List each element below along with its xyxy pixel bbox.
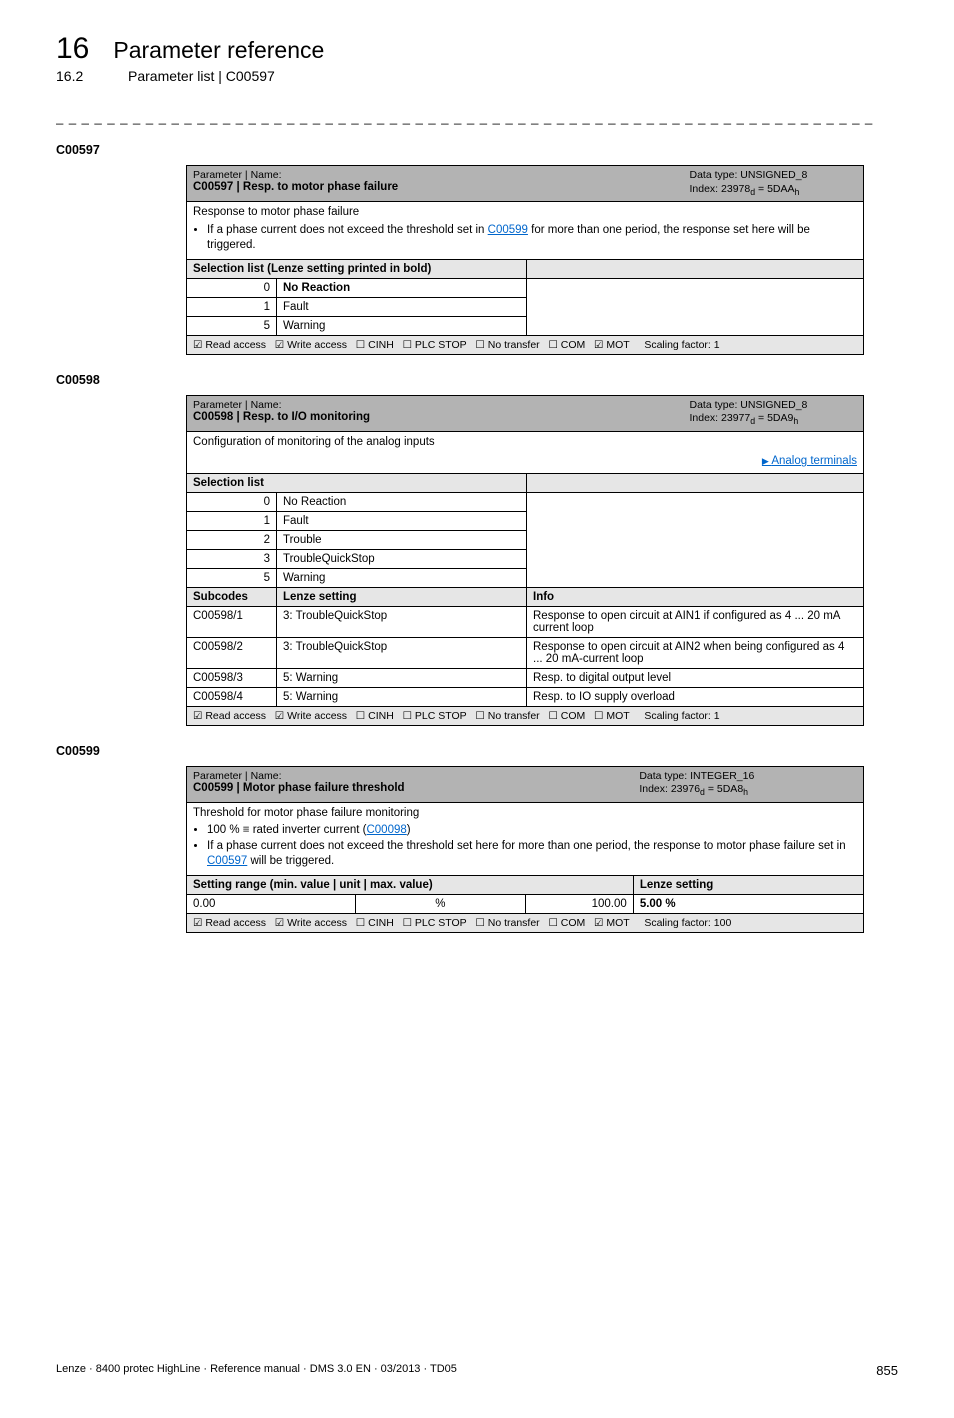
subcode-info: Response to open circuit at AIN2 when be… xyxy=(527,637,864,668)
param-code: C00599 | xyxy=(193,782,240,794)
subcode-info: Resp. to IO supply overload xyxy=(527,687,864,706)
subcode-set: 5: Warning xyxy=(277,668,527,687)
range-default: 5.00 % xyxy=(633,894,863,913)
opt-num: 3 xyxy=(187,549,277,568)
selection-list-header: Selection list (Lenze setting printed in… xyxy=(187,259,527,278)
opt-num: 0 xyxy=(187,278,277,297)
setting-range-header: Setting range (min. value | unit | max. … xyxy=(187,875,634,894)
desc-bullet: If a phase current does not exceed the t… xyxy=(207,223,857,254)
lenze-setting-header: Lenze setting xyxy=(277,587,527,606)
subcode: C00598/2 xyxy=(187,637,277,668)
link-c00098[interactable]: C00098 xyxy=(366,824,406,836)
subcode-set: 3: TroubleQuickStop xyxy=(277,637,527,668)
subcode-set: 3: TroubleQuickStop xyxy=(277,606,527,637)
opt-label: Fault xyxy=(277,297,527,316)
access-row: ☑ Read access ☑ Write access ☐ CINH ☐ PL… xyxy=(187,706,864,725)
subcode-info: Resp. to digital output level xyxy=(527,668,864,687)
section-c00598: C00598 xyxy=(56,373,898,387)
data-type-value: UNSIGNED_8 xyxy=(740,169,807,181)
opt-num: 5 xyxy=(187,316,277,335)
desc-bullet: If a phase current does not exceed the t… xyxy=(207,839,857,870)
opt-num: 2 xyxy=(187,530,277,549)
table-c00598: Parameter | Name: C00598 | Resp. to I/O … xyxy=(186,395,864,726)
opt-num: 5 xyxy=(187,568,277,587)
index-value2: = 5DAA xyxy=(755,183,794,195)
desc-line: Response to motor phase failure xyxy=(193,206,359,218)
index-sub2: h xyxy=(795,187,800,197)
access-row: ☑ Read access ☑ Write access ☐ CINH ☐ PL… xyxy=(187,913,864,932)
subcode: C00598/4 xyxy=(187,687,277,706)
info-header: Info xyxy=(527,587,864,606)
opt-num: 1 xyxy=(187,511,277,530)
subcode: C00598/3 xyxy=(187,668,277,687)
param-name: Motor phase failure threshold xyxy=(243,782,405,794)
lenze-setting-header: Lenze setting xyxy=(633,875,863,894)
footer-text: Lenze · 8400 protec HighLine · Reference… xyxy=(56,1363,457,1378)
desc-line: Configuration of monitoring of the analo… xyxy=(193,436,435,448)
selection-list-header: Selection list xyxy=(187,473,527,492)
subcode-info: Response to open circuit at AIN1 if conf… xyxy=(527,606,864,637)
param-name-label: Parameter | Name: xyxy=(193,770,282,782)
opt-label: Warning xyxy=(277,568,527,587)
desc-line: Threshold for motor phase failure monito… xyxy=(193,807,419,819)
section-c00597: C00597 xyxy=(56,143,898,157)
section-title: Parameter list | C00597 xyxy=(128,68,275,84)
access-row: ☑ Read access ☑ Write access ☐ CINH ☐ PL… xyxy=(187,335,864,354)
link-analog-terminals[interactable]: Analog terminals xyxy=(762,455,857,467)
link-c00597[interactable]: C00597 xyxy=(207,855,247,867)
param-name-label: Parameter | Name: xyxy=(193,399,282,411)
page-number: 855 xyxy=(876,1363,898,1378)
separator-dashes: _ _ _ _ _ _ _ _ _ _ _ _ _ _ _ _ _ _ _ _ … xyxy=(56,110,898,125)
opt-label: No Reaction xyxy=(277,492,527,511)
range-min: 0.00 xyxy=(187,894,356,913)
param-code: C00598 | xyxy=(193,411,240,423)
range-unit: % xyxy=(356,894,525,913)
data-type-label: Data type: xyxy=(690,169,738,181)
table-c00597: Parameter | Name: C00597 | Resp. to moto… xyxy=(186,165,864,355)
opt-label: No Reaction xyxy=(277,278,527,297)
section-c00599: C00599 xyxy=(56,744,898,758)
param-name: Resp. to I/O monitoring xyxy=(243,411,370,423)
subcodes-header: Subcodes xyxy=(187,587,277,606)
opt-num: 0 xyxy=(187,492,277,511)
subcode: C00598/1 xyxy=(187,606,277,637)
index-value: 23978 xyxy=(721,183,750,195)
opt-label: Warning xyxy=(277,316,527,335)
opt-label: Fault xyxy=(277,511,527,530)
chapter-number: 16 xyxy=(56,32,89,66)
opt-num: 1 xyxy=(187,297,277,316)
index-label: Index: xyxy=(690,183,719,195)
link-c00599[interactable]: C00599 xyxy=(488,224,528,236)
section-number: 16.2 xyxy=(56,68,104,84)
param-name-label: Parameter | Name: xyxy=(193,169,282,181)
desc-bullet: 100 % ≡ rated inverter current (C00098) xyxy=(207,823,857,839)
param-name: Resp. to motor phase failure xyxy=(243,181,398,193)
chapter-title: Parameter reference xyxy=(113,37,324,64)
opt-label: Trouble xyxy=(277,530,527,549)
subcode-set: 5: Warning xyxy=(277,687,527,706)
range-max: 100.00 xyxy=(525,894,633,913)
table-c00599: Parameter | Name: C00599 | Motor phase f… xyxy=(186,766,864,933)
opt-label: TroubleQuickStop xyxy=(277,549,527,568)
param-code: C00597 | xyxy=(193,181,240,193)
